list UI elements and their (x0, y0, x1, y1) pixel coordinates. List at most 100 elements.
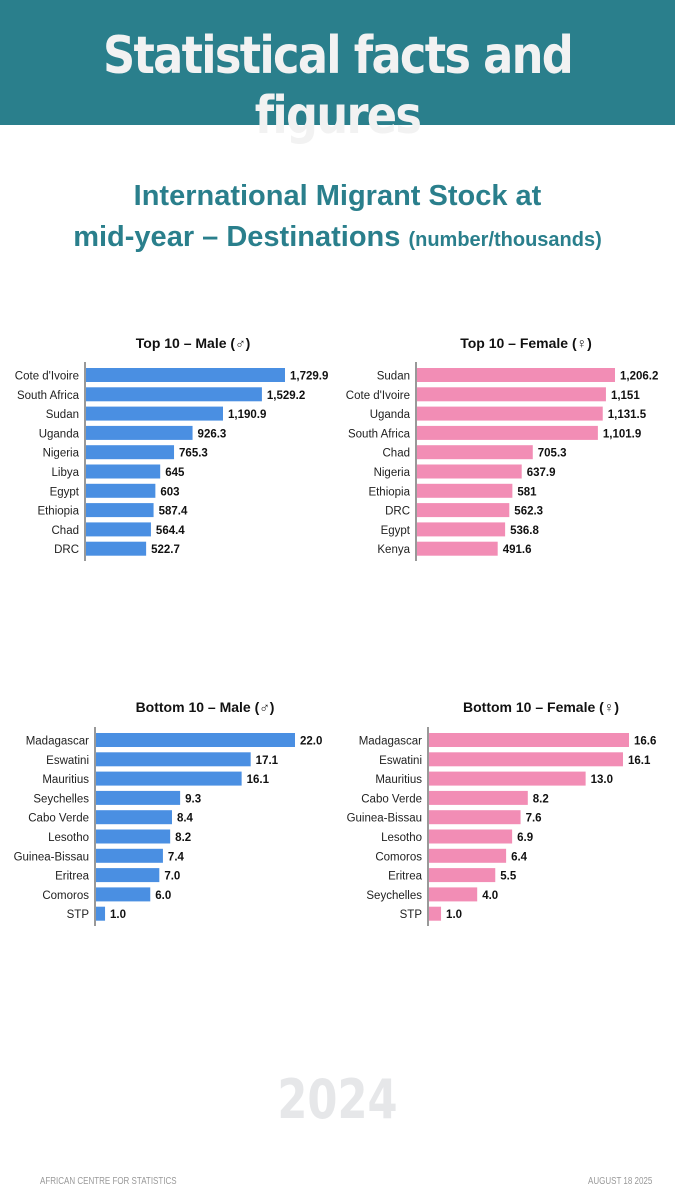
bar (417, 368, 615, 382)
category-label: Seychelles (33, 793, 89, 805)
bar (429, 733, 629, 747)
category-label: Ethiopia (368, 486, 410, 498)
bar (86, 541, 147, 556)
bar (96, 733, 295, 747)
bar (429, 771, 586, 786)
bar (96, 848, 163, 863)
subtitle-main: mid-year – Destinations (73, 221, 401, 253)
data-label: 9.3 (185, 793, 201, 805)
chart-subtitle-line2: mid-year – Destinations (number/thousand… (0, 221, 675, 254)
category-label: South Africa (17, 390, 80, 402)
category-label: Mauritius (42, 774, 89, 786)
bar (417, 445, 533, 460)
category-label: Eswatini (46, 755, 89, 767)
data-label: 7.0 (164, 871, 180, 883)
data-label: 7.4 (168, 851, 185, 863)
category-label: Chad (52, 525, 80, 537)
data-label: 6.9 (517, 832, 533, 844)
category-label: Cabo Verde (28, 813, 89, 825)
data-label: 16.1 (247, 774, 270, 786)
bar (429, 829, 513, 844)
category-label: Madagascar (26, 736, 89, 748)
data-label: 17.1 (256, 755, 279, 767)
header-banner: Statistical facts and figures (0, 0, 675, 146)
category-label: Sudan (377, 371, 410, 383)
chart-subtitle-line1: International Migrant Stock at (133, 180, 542, 212)
chart-title: Bottom 10 – Female (♀) (463, 699, 619, 715)
category-label: Eswatini (379, 755, 422, 767)
data-label: 491.6 (503, 544, 532, 556)
bar (429, 810, 521, 825)
category-label: Uganda (39, 428, 80, 440)
bar (429, 906, 442, 921)
data-label: 5.5 (500, 871, 517, 883)
data-label: 1,206.2 (620, 371, 658, 383)
bar (429, 868, 496, 883)
data-label: 1.0 (446, 909, 462, 921)
bar (429, 887, 478, 902)
data-label: 8.2 (175, 832, 191, 844)
data-label: 603 (160, 486, 179, 498)
bar (417, 464, 522, 479)
bar (417, 503, 510, 518)
data-label: 1,190.9 (228, 409, 266, 421)
bar (96, 906, 106, 921)
category-label: Cabo Verde (361, 793, 422, 805)
category-label: STP (400, 909, 423, 921)
bar (429, 790, 528, 805)
data-label: 705.3 (538, 448, 567, 460)
category-label: Egypt (50, 486, 80, 498)
bar (417, 387, 606, 402)
bar (417, 541, 498, 556)
data-label: 564.4 (156, 525, 185, 537)
data-label: 1,729.9 (290, 371, 328, 383)
bar (86, 445, 175, 460)
category-label: Mauritius (375, 774, 422, 786)
chart-title: Top 10 – Female (♀) (460, 335, 592, 351)
category-label: Kenya (377, 544, 410, 556)
category-label: Sudan (46, 409, 79, 421)
bar (417, 483, 513, 498)
data-label: 926.3 (198, 428, 227, 440)
category-label: DRC (385, 506, 410, 518)
chart-title: Top 10 – Male (♂) (136, 335, 250, 351)
category-label: Comoros (375, 851, 422, 863)
subtitle-unit: (number/thousands) (408, 229, 602, 251)
data-label: 16.6 (634, 736, 656, 748)
category-label: Cote d'Ivoire (15, 371, 79, 383)
year-label: 2024 (277, 1068, 398, 1131)
bar (417, 425, 598, 440)
bar (429, 752, 623, 767)
footer-date: AUGUST 18 2025 (588, 1176, 653, 1187)
bar (86, 425, 193, 440)
category-label: Uganda (370, 409, 411, 421)
data-label: 1,131.5 (608, 409, 647, 421)
data-label: 16.1 (628, 755, 651, 767)
bar (96, 752, 251, 767)
category-label: Ethiopia (37, 506, 79, 518)
bar (86, 483, 156, 498)
data-label: 1,101.9 (603, 428, 641, 440)
data-label: 8.4 (177, 813, 194, 825)
chart-title: Bottom 10 – Male (♂) (136, 699, 275, 715)
data-label: 765.3 (179, 448, 208, 460)
data-label: 7.6 (526, 813, 542, 825)
category-label: Lesotho (48, 832, 89, 844)
category-label: Nigeria (374, 467, 411, 479)
data-label: 1.0 (110, 909, 126, 921)
bar (429, 848, 507, 863)
data-label: 587.4 (159, 506, 188, 518)
category-label: Guinea-Bissau (347, 813, 422, 825)
data-label: 522.7 (151, 544, 180, 556)
bar (417, 522, 506, 537)
data-label: 581 (517, 486, 537, 498)
page-title: Statistical facts and figures (103, 26, 574, 146)
data-label: 13.0 (591, 774, 613, 786)
data-label: 6.4 (511, 851, 528, 863)
data-label: 6.0 (155, 890, 171, 902)
bar (96, 868, 160, 883)
bar (86, 522, 151, 537)
data-label: 637.9 (527, 467, 556, 479)
